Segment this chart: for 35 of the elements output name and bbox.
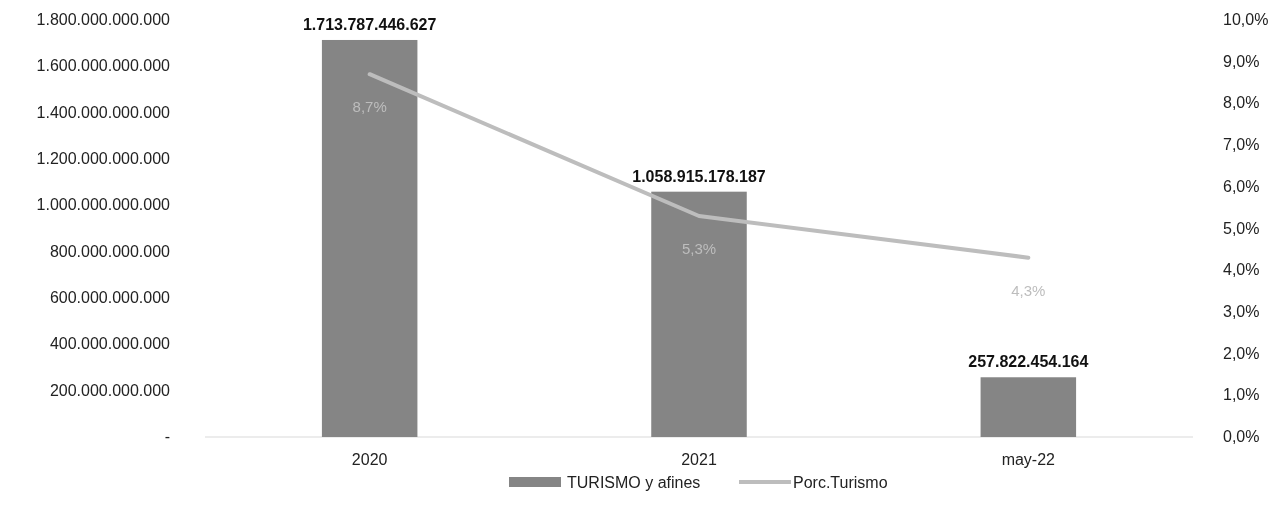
y-tick-label: 1.000.000.000.000 (36, 196, 171, 214)
y-tick-label: 200.000.000.000 (49, 381, 171, 399)
y2-tick-label: 3,0% (1223, 302, 1260, 320)
bar (321, 39, 418, 437)
x-tick-label: 2021 (681, 451, 717, 468)
data-label: 4,3% (1011, 281, 1046, 299)
y2-tick-label: 6,0% (1223, 177, 1260, 195)
y2-tick-label: 9,0% (1223, 52, 1260, 70)
bar (651, 191, 747, 437)
y2-tick-label: 7,0% (1223, 136, 1260, 154)
y2-tick-label: 2,0% (1223, 344, 1260, 362)
bar (980, 377, 1077, 437)
data-label: 8,7% (352, 98, 387, 116)
y2-tick-label: 8,0% (1223, 94, 1260, 112)
y-tick-label: 800.000.000.000 (49, 242, 171, 260)
y-tick-label: 1.200.000.000.000 (36, 150, 171, 167)
data-label: 1.058.915.178.187 (632, 167, 766, 185)
y2-tick-label: 10,0% (1223, 11, 1269, 28)
y-tick-label: - (164, 428, 170, 445)
data-label: 5,3% (681, 239, 717, 257)
data-label: 257.822.454.164 (968, 353, 1089, 371)
legend-label: TURISMO y afines (567, 474, 701, 491)
data-label: 1.713.787.446.627 (302, 15, 437, 33)
y-tick-label: 600.000.000.000 (49, 289, 171, 306)
y-tick-label: 400.000.000.000 (49, 335, 171, 353)
y-tick-label: 1.800.000.000.000 (36, 11, 171, 28)
x-tick-label: may-22 (1001, 451, 1056, 468)
legend-label: Porc.Turismo (793, 474, 888, 491)
y-tick-label: 1.600.000.000.000 (36, 57, 171, 75)
x-tick-label: 2020 (351, 451, 388, 468)
y2-tick-label: 1,0% (1223, 386, 1260, 404)
y2-tick-label: 5,0% (1223, 219, 1260, 237)
y2-tick-label: 4,0% (1223, 261, 1260, 279)
y2-tick-label: 0,0% (1223, 428, 1260, 445)
y-tick-label: 1.400.000.000.000 (36, 103, 171, 121)
